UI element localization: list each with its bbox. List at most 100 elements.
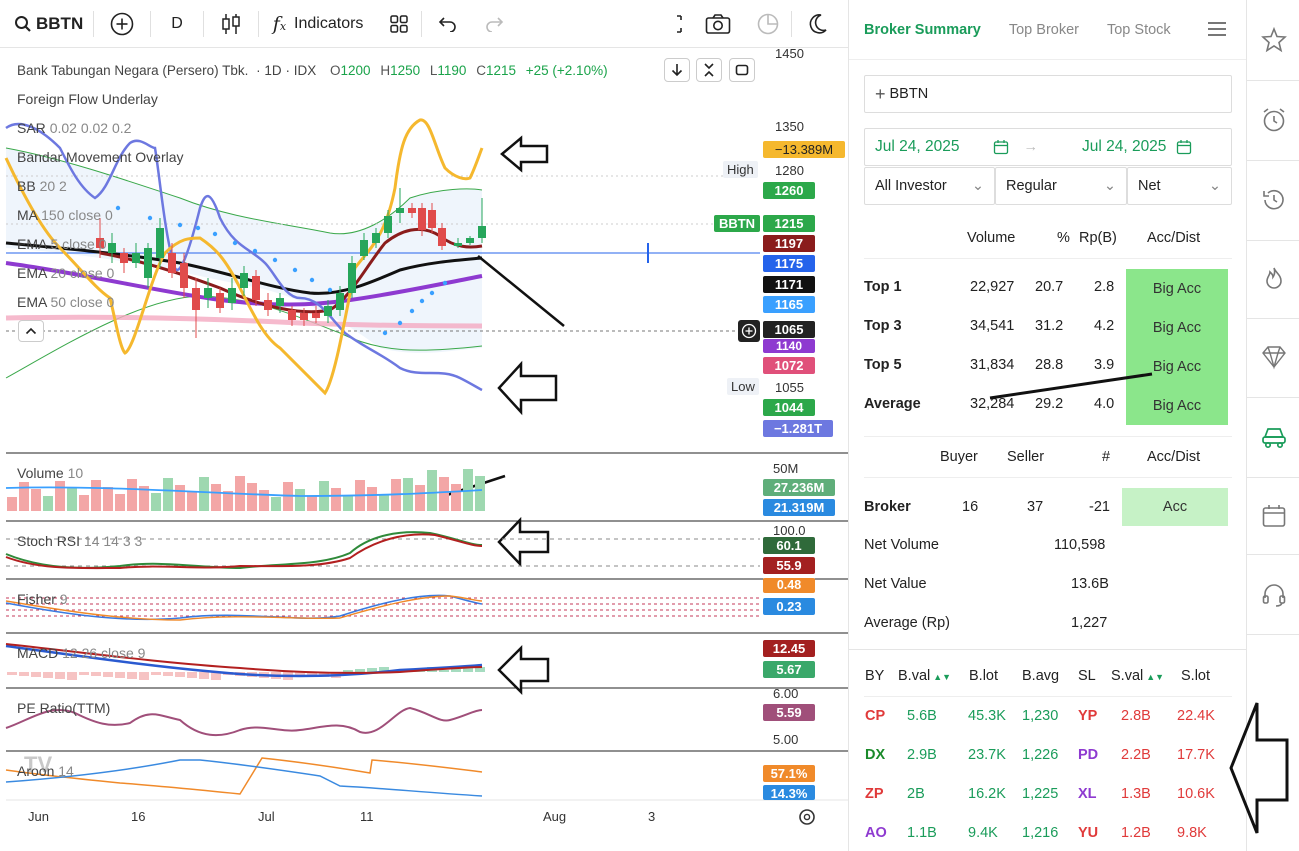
- stock-input[interactable]: + BBTN: [864, 75, 1232, 113]
- collapse-legend-button[interactable]: [18, 320, 44, 342]
- annotation-arrow: [497, 644, 550, 696]
- instrument-legend[interactable]: Bank Tabungan Negara (Persero) Tbk. · 1D…: [17, 63, 608, 78]
- fullscreen-icon: [677, 14, 682, 33]
- fullscreen-button[interactable]: [669, 0, 691, 48]
- price-chart[interactable]: TV Bank Tabungan Negara (Persero) Tbk. ·…: [0, 46, 848, 851]
- buyer-code[interactable]: CP: [865, 708, 886, 724]
- legend-macd[interactable]: MACD 12 26 close 9: [17, 645, 145, 661]
- type-select[interactable]: Regular ⌄: [995, 167, 1127, 205]
- star-icon[interactable]: [1261, 27, 1287, 53]
- headset-icon[interactable]: [1261, 582, 1287, 608]
- settings-icon[interactable]: [799, 809, 815, 825]
- calendar-icon[interactable]: [1261, 503, 1287, 529]
- date-from[interactable]: Jul 24, 2025: [875, 138, 960, 155]
- summary-pct: 31.2: [1035, 318, 1064, 334]
- crosshair-add-button[interactable]: [738, 320, 760, 342]
- diamond-icon[interactable]: [1261, 344, 1287, 370]
- redo-button[interactable]: [474, 0, 514, 48]
- legend-volume[interactable]: Volume 10: [17, 465, 83, 481]
- legend-foreign-flow[interactable]: Foreign Flow Underlay: [17, 91, 158, 107]
- price-label: 1044: [763, 399, 815, 416]
- icon-rail: [1246, 0, 1299, 851]
- seller-code[interactable]: YU: [1078, 825, 1099, 841]
- annotation-arrow: [497, 360, 558, 416]
- date-range: Jul 24, 2025 → Jul 24, 2025: [864, 128, 1232, 166]
- seller-code[interactable]: XL: [1078, 786, 1097, 802]
- chart-style-button[interactable]: [745, 0, 791, 48]
- legend-ema-50[interactable]: EMA 50 close 0: [17, 294, 114, 310]
- legend-stoch[interactable]: Stoch RSI 14 14 3 3: [17, 533, 142, 549]
- col-header-sortable[interactable]: B.val ▲▼: [898, 668, 951, 684]
- open-label: O: [330, 63, 341, 78]
- volume-bar: [19, 482, 29, 511]
- summary-row-label: Top 3: [864, 318, 902, 334]
- candle-body: [478, 226, 486, 238]
- date-to[interactable]: Jul 24, 2025: [1081, 138, 1167, 155]
- legend-ema-5[interactable]: EMA 5 close 0: [17, 236, 107, 252]
- maximize-button[interactable]: [729, 58, 755, 82]
- buyer-code[interactable]: AO: [865, 825, 887, 841]
- undo-button[interactable]: [422, 0, 474, 48]
- legend-sar[interactable]: SAR 0.02 0.02 0.2: [17, 120, 131, 136]
- fire-icon[interactable]: [1261, 266, 1287, 292]
- legend-fisher[interactable]: Fisher 9: [17, 591, 68, 607]
- layouts-button[interactable]: [377, 0, 421, 48]
- chart-canvas[interactable]: TV: [0, 48, 848, 851]
- net-value-value: 13.6B: [1071, 576, 1109, 592]
- expand-icon: [735, 64, 749, 76]
- buyer-code[interactable]: DX: [865, 747, 886, 763]
- buy-lot: 23.7K: [968, 747, 1006, 763]
- compare-button[interactable]: [94, 0, 150, 48]
- col-header-sortable[interactable]: S.val ▲▼: [1111, 668, 1164, 684]
- legend-aroon[interactable]: Aroon 14: [17, 763, 74, 779]
- arrow-down-icon: [671, 64, 683, 77]
- bollinger-upper: [5, 147, 483, 235]
- overlay-params: 20 close 0: [50, 265, 115, 281]
- candle-body: [384, 216, 392, 233]
- tab-top-broker[interactable]: Top Broker: [1008, 21, 1079, 38]
- macd-hist-bar: [79, 672, 89, 675]
- alarm-clock-icon[interactable]: [1261, 107, 1287, 133]
- divider: [1247, 397, 1299, 398]
- screenshot-button[interactable]: [691, 0, 745, 48]
- seller-code[interactable]: YP: [1078, 708, 1098, 724]
- mode-select[interactable]: Net ⌄: [1127, 167, 1232, 205]
- crosshair-price: 1065: [763, 321, 815, 338]
- macd-hist-bar: [91, 672, 101, 676]
- broker-car-icon[interactable]: [1261, 424, 1287, 450]
- high-price: 1280: [775, 163, 804, 178]
- buyer-code[interactable]: ZP: [865, 786, 884, 802]
- macd-hist-value: 5.67: [763, 661, 815, 678]
- hamburger-icon[interactable]: [1208, 22, 1226, 40]
- legend-ma[interactable]: MA 150 close 0: [17, 207, 113, 223]
- legend-bb[interactable]: BB 20 2: [17, 178, 67, 194]
- legend-ema-20[interactable]: EMA 20 close 0: [17, 265, 114, 281]
- instrument-name: Bank Tabungan Negara (Persero) Tbk.: [17, 63, 249, 78]
- scroll-down-button[interactable]: [664, 58, 690, 82]
- col-header: SL: [1078, 668, 1096, 684]
- legend-bandar[interactable]: Bandar Movement Overlay: [17, 149, 184, 165]
- investor-select[interactable]: All Investor ⌄: [864, 167, 995, 205]
- candlesticks: [96, 188, 486, 338]
- candle-body: [336, 293, 344, 310]
- macd-hist-bar: [175, 672, 185, 677]
- exchange: IDX: [293, 63, 317, 78]
- calendar-icon[interactable]: [993, 139, 1009, 155]
- macd-hist-bar: [115, 672, 125, 678]
- sort-icon: ▲▼: [1146, 672, 1165, 682]
- overlay-params: 20 2: [39, 178, 67, 194]
- tab-top-stock[interactable]: Top Stock: [1106, 21, 1171, 38]
- collapse-button[interactable]: [696, 58, 722, 82]
- seller-code[interactable]: PD: [1078, 747, 1099, 763]
- foreign-flow-value: −1.281T: [763, 420, 833, 437]
- calendar-icon[interactable]: [1176, 139, 1192, 155]
- symbol-search[interactable]: BBTN: [0, 0, 93, 48]
- indicators-button[interactable]: fx Indicators: [259, 0, 378, 48]
- interval-button[interactable]: D: [171, 14, 183, 32]
- indicators-label: Indicators: [294, 14, 364, 32]
- legend-pe[interactable]: PE Ratio(TTM): [17, 700, 110, 716]
- tab-broker-summary[interactable]: Broker Summary: [864, 21, 981, 38]
- history-icon[interactable]: [1261, 187, 1287, 213]
- chart-type-button[interactable]: [204, 0, 258, 48]
- theme-toggle[interactable]: [792, 0, 848, 48]
